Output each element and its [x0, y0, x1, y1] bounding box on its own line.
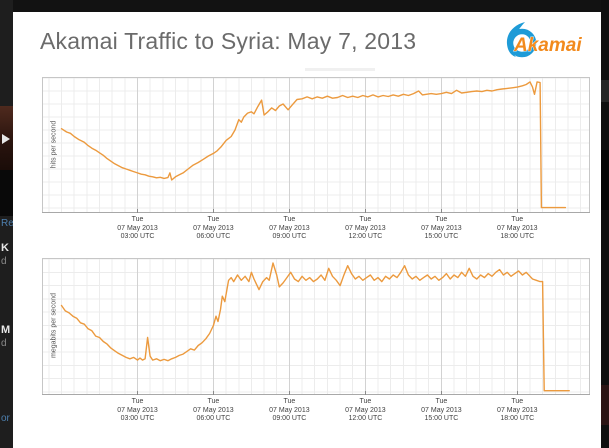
cropped-text-remnant — [305, 68, 375, 71]
x-tick-label: Tue 07 May 2013 03:00 UTC — [117, 398, 158, 422]
slide-card: Akamai Traffic to Syria: May 7, 2013 Aka… — [13, 12, 601, 448]
chart-hits-per-second: hits per second Tue 07 May 2013 03:00 UTC T… — [42, 77, 590, 240]
x-tick-label: Tue 07 May 2013 12:00 UTC — [345, 216, 386, 240]
background-dark-block — [0, 170, 13, 216]
x-tick-label: Tue 07 May 2013 15:00 UTC — [421, 216, 462, 240]
plot-area-hits — [42, 77, 590, 213]
logo-swirl-ring — [507, 28, 537, 58]
x-tick-label: Tue 07 May 2013 06:00 UTC — [193, 398, 234, 422]
x-tick-label: Tue 07 May 2013 15:00 UTC — [421, 398, 462, 422]
page-title: Akamai Traffic to Syria: May 7, 2013 — [40, 28, 417, 54]
background-block — [601, 80, 609, 102]
background-text-fragment: Re — [1, 218, 14, 229]
page-background-right — [601, 0, 609, 448]
x-axis-labels-hits: Tue 07 May 2013 03:00 UTC Tue 07 May 2013 06:… — [42, 216, 590, 246]
x-tick-label: Tue 07 May 2013 03:00 UTC — [117, 216, 158, 240]
background-text-fragment: d — [1, 338, 7, 349]
background-block — [601, 385, 609, 425]
chart-megabits-per-second: megabits per second Tue 07 May 2013 03:00 … — [42, 258, 590, 422]
y-axis-label-hits: hits per second — [50, 120, 58, 169]
background-video-thumbnail — [0, 106, 13, 170]
play-icon — [2, 134, 10, 144]
akamai-logo: Akamai — [501, 20, 597, 60]
x-tick-label: Tue 07 May 2013 06:00 UTC — [193, 216, 234, 240]
background-block — [601, 150, 609, 210]
background-text-fragment: or — [1, 413, 10, 424]
logo-wordmark: Akamai — [513, 35, 582, 56]
x-tick-label: Tue 07 May 2013 09:00 UTC — [269, 398, 310, 422]
background-text-fragment: M — [1, 324, 11, 336]
background-text-fragment: d — [1, 256, 7, 267]
page-background-top — [0, 0, 609, 12]
background-text-fragment: K — [1, 242, 9, 254]
x-axis-labels-megabits: Tue 07 May 2013 03:00 UTC Tue 07 May 2013 06:… — [42, 398, 590, 428]
x-tick-label: Tue 07 May 2013 09:00 UTC — [269, 216, 310, 240]
x-tick-label: Tue 07 May 2013 12:00 UTC — [345, 398, 386, 422]
x-tick-label: Tue 07 May 2013 18:00 UTC — [497, 216, 538, 240]
x-tick-label: Tue 07 May 2013 18:00 UTC — [497, 398, 538, 422]
y-axis-label-megabits: megabits per second — [50, 293, 58, 358]
akamai-logo-graphic: Akamai — [506, 22, 583, 58]
plot-area-megabits — [42, 258, 590, 395]
